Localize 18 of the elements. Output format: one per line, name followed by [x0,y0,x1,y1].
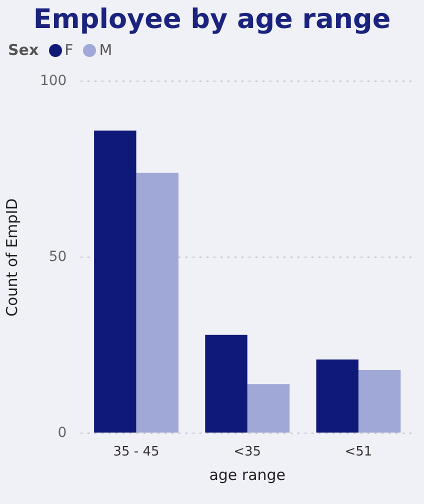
x-tick-label: <51 [344,444,372,460]
y-tick-label: 0 [58,425,67,442]
bar [358,370,401,433]
y-tick-label: 100 [40,73,67,90]
legend-label: F [64,41,74,59]
bar [247,384,290,433]
y-axis-title: Count of EmpID [2,198,21,316]
chart-title: Employee by age range [32,4,392,35]
bar [136,172,178,433]
x-axis-title: age range [209,466,286,484]
legend-title: Sex [8,41,39,59]
x-tick-label: 35 - 45 [113,444,160,460]
bar [316,359,358,433]
x-tick-label: <35 [234,444,262,460]
legend-label: M [99,41,112,59]
y-tick-label: 50 [48,249,67,266]
bar [205,334,248,433]
bar [94,130,136,433]
